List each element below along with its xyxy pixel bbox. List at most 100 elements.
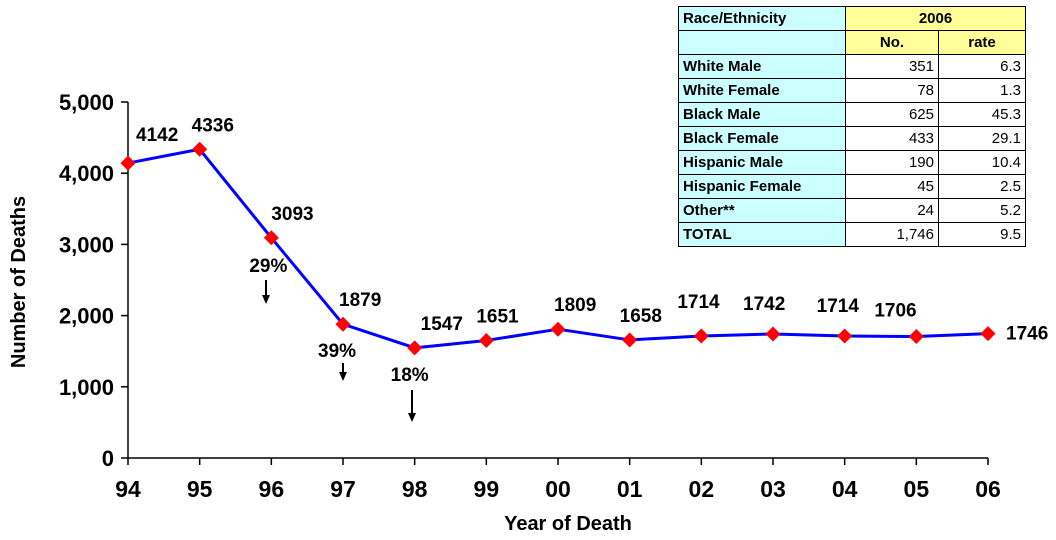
data-label: 1651 [476,306,519,327]
row-no: 190 [845,150,939,175]
data-point-marker [693,328,709,344]
x-tick-label: 98 [402,476,428,502]
subheader-blank [678,30,846,55]
table-header-row: Race/Ethnicity 2006 [678,6,1026,31]
row-label: Black Male [678,102,846,127]
down-arrow-head [408,413,416,422]
x-tick-label: 03 [760,476,786,502]
percent-annotation-label: 39% [318,341,356,362]
row-rate: 6.3 [938,54,1026,79]
y-tick-label: 2,000 [59,304,114,329]
row-label: TOTAL [678,222,846,247]
data-point-marker [980,326,996,342]
header-year: 2006 [845,6,1026,31]
x-tick-label: 06 [975,476,1001,502]
data-point-marker [765,326,781,342]
data-point-marker [837,328,853,344]
row-no: 433 [845,126,939,151]
row-rate: 5.2 [938,198,1026,223]
x-tick-label: 99 [474,476,500,502]
y-tick-label: 5,000 [59,90,114,115]
down-arrow-head [262,295,270,304]
y-tick-label: 0 [102,446,114,471]
y-axis-title: Number of Deaths [8,196,30,368]
percent-annotations: 29% 39% 18% [249,256,429,422]
row-no: 625 [845,102,939,127]
data-label: 1714 [677,292,720,313]
data-point-marker [407,340,423,356]
row-no: 78 [845,78,939,103]
percent-annotation-label: 29% [249,256,287,277]
x-tick-label: 04 [832,476,858,502]
data-label: 1746 [1006,324,1048,345]
row-label: Hispanic Female [678,174,846,199]
data-label: 1706 [874,301,916,322]
header-rate: rate [938,30,1026,55]
x-tick-label: 02 [689,476,715,502]
x-axis-title: Year of Death [504,513,632,535]
row-rate: 2.5 [938,174,1026,199]
x-tick-label: 01 [617,476,643,502]
row-no: 351 [845,54,939,79]
row-rate: 45.3 [938,102,1026,127]
table-subheader-row: No. rate [678,30,1026,55]
table-row: Other** 24 5.2 [678,198,1026,223]
data-point-marker [192,141,208,157]
race-ethnicity-table: Race/Ethnicity 2006 No. rate White Male 3… [678,6,1026,247]
data-point-marker [335,316,351,332]
row-no: 45 [845,174,939,199]
x-tick-label: 95 [187,476,213,502]
data-point-marker [478,332,494,348]
y-ticks: 0 1,000 2,000 3,000 4,000 5,000 [59,90,128,471]
x-tick-label: 00 [545,476,571,502]
table-row: White Male 351 6.3 [678,54,1026,79]
table-row: TOTAL 1,746 9.5 [678,222,1026,247]
data-point-marker [263,230,279,246]
y-tick-label: 1,000 [59,375,114,400]
row-label: White Female [678,78,846,103]
row-label: Other** [678,198,846,223]
data-label: 1809 [554,295,596,316]
down-arrow-head [339,372,347,381]
row-no: 24 [845,198,939,223]
table-row: Black Female 433 29.1 [678,126,1026,151]
data-label: 1714 [817,296,860,317]
row-no: 1,746 [845,222,939,247]
x-tick-label: 97 [330,476,356,502]
x-tick-label: 94 [115,476,141,502]
data-label: 1742 [743,294,785,315]
table-row: White Female 78 1.3 [678,78,1026,103]
table-row: Hispanic Female 45 2.5 [678,174,1026,199]
data-label: 3093 [271,204,313,225]
x-tick-label: 05 [904,476,930,502]
row-label: White Male [678,54,846,79]
data-point-marker [908,329,924,345]
data-label: 1547 [421,314,463,335]
x-ticks: 94 95 96 97 98 99 00 01 02 03 04 05 06 [115,458,1001,502]
header-no: No. [845,30,939,55]
row-rate: 9.5 [938,222,1026,247]
data-label: 4336 [192,115,234,136]
y-tick-label: 3,000 [59,232,114,257]
data-label: 4142 [136,125,178,146]
row-rate: 1.3 [938,78,1026,103]
x-tick-label: 96 [259,476,285,502]
data-label: 1658 [620,306,662,327]
row-rate: 29.1 [938,126,1026,151]
data-labels: 4142 4336 3093 1879 1547 1651 1809 1658 1714 1742… [136,115,1048,344]
data-point-marker [120,155,136,171]
data-point-marker [550,321,566,337]
table-row: Hispanic Male 190 10.4 [678,150,1026,175]
race-table-body: Race/Ethnicity 2006 No. rate White Male 3… [678,6,1026,247]
row-label: Black Female [678,126,846,151]
header-race-ethnicity: Race/Ethnicity [678,6,846,31]
row-rate: 10.4 [938,150,1026,175]
row-label: Hispanic Male [678,150,846,175]
data-point-marker [622,332,638,348]
series-markers [120,141,996,356]
percent-annotation-label: 18% [391,365,429,386]
data-label: 1879 [339,290,381,311]
y-tick-label: 4,000 [59,161,114,186]
table-row: Black Male 625 45.3 [678,102,1026,127]
